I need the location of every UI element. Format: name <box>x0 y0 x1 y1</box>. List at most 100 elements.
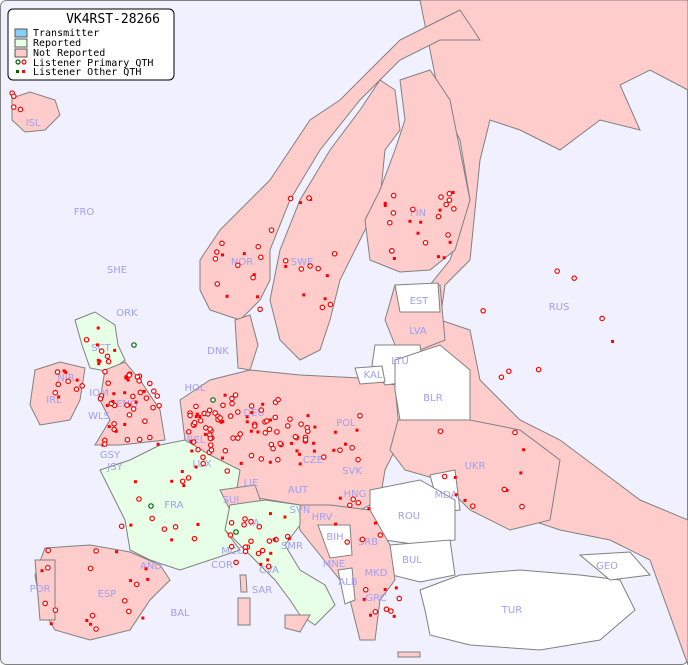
listener-other-qth-marker[interactable] <box>182 484 186 488</box>
listener-other-qth-marker[interactable] <box>221 419 225 423</box>
listener-other-qth-marker[interactable] <box>338 496 342 500</box>
listener-primary-qth-marker[interactable] <box>235 409 241 415</box>
listener-primary-qth-marker[interactable] <box>571 275 578 281</box>
listener-primary-qth-marker[interactable] <box>362 586 369 593</box>
listener-other-qth-marker[interactable] <box>105 404 109 408</box>
listener-other-qth-marker[interactable] <box>256 295 260 299</box>
listener-other-qth-marker[interactable] <box>249 429 253 433</box>
listener-primary-qth-marker[interactable] <box>134 374 141 380</box>
listener-primary-qth-marker[interactable] <box>235 435 241 441</box>
listener-primary-qth-marker[interactable] <box>337 447 343 454</box>
listener-other-qth-marker[interactable] <box>124 375 128 379</box>
listener-primary-qth-marker[interactable] <box>17 106 24 113</box>
listener-primary-qth-marker[interactable] <box>349 444 355 451</box>
listener-primary-qth-marker[interactable] <box>42 600 48 607</box>
listener-primary-qth-marker[interactable] <box>185 429 192 435</box>
listener-other-qth-marker[interactable] <box>451 190 455 194</box>
listener-other-qth-marker[interactable] <box>196 522 200 526</box>
listener-other-qth-marker[interactable] <box>113 348 117 352</box>
listener-other-qth-marker[interactable] <box>312 441 316 445</box>
listener-other-qth-marker[interactable] <box>367 507 371 511</box>
listener-other-qth-marker[interactable] <box>259 562 263 566</box>
listener-primary-qth-marker[interactable] <box>207 442 214 448</box>
listener-other-qth-marker[interactable] <box>170 479 174 483</box>
listener-primary-qth-marker[interactable] <box>54 369 61 375</box>
listener-other-qth-marker[interactable] <box>126 378 130 382</box>
listener-primary-qth-marker[interactable] <box>355 499 362 506</box>
listener-other-qth-marker[interactable] <box>225 294 229 298</box>
listener-primary-qth-marker[interactable] <box>156 402 162 409</box>
country-bulgaria[interactable] <box>389 539 456 583</box>
listener-other-qth-marker[interactable] <box>180 469 184 473</box>
listener-primary-qth-marker[interactable] <box>304 428 311 435</box>
listener-primary-qth-marker[interactable] <box>274 429 280 435</box>
listener-other-qth-marker[interactable] <box>242 252 246 256</box>
listener-primary-qth-marker[interactable] <box>79 383 85 389</box>
listener-primary-qth-marker[interactable] <box>270 445 276 452</box>
listener-other-qth-marker[interactable] <box>107 425 111 429</box>
listener-primary-qth-marker[interactable] <box>150 404 156 411</box>
listener-primary-qth-marker[interactable] <box>133 581 140 588</box>
listener-primary-qth-marker[interactable] <box>519 503 525 510</box>
country-georgia[interactable] <box>578 551 651 581</box>
listener-primary-qth-marker[interactable] <box>357 412 363 419</box>
listener-primary-qth-marker[interactable] <box>355 456 361 463</box>
listener-primary-qth-marker[interactable] <box>241 521 247 528</box>
listener-primary-qth-marker[interactable] <box>498 374 505 380</box>
listener-primary-qth-marker[interactable] <box>93 548 99 554</box>
listener-other-qth-marker[interactable] <box>298 201 302 205</box>
listener-other-qth-marker[interactable] <box>129 523 133 527</box>
listener-other-qth-marker[interactable] <box>133 480 137 484</box>
listener-other-qth-marker[interactable] <box>97 362 101 366</box>
listener-other-qth-marker[interactable] <box>62 369 66 373</box>
listener-primary-qth-marker[interactable] <box>235 262 241 269</box>
listener-primary-qth-marker[interactable] <box>102 368 108 375</box>
listener-other-qth-marker[interactable] <box>156 442 160 446</box>
listener-other-qth-marker[interactable] <box>268 512 272 516</box>
listener-primary-qth-marker[interactable] <box>130 406 137 412</box>
listener-primary-qth-marker[interactable] <box>272 414 279 421</box>
listener-primary-qth-marker[interactable] <box>298 421 304 427</box>
country-norway[interactable] <box>199 9 481 321</box>
listener-primary-qth-marker[interactable] <box>45 547 51 554</box>
listener-other-qth-marker[interactable] <box>57 395 61 399</box>
listener-other-qth-marker[interactable] <box>392 256 396 260</box>
listener-primary-qth-marker[interactable] <box>65 378 71 385</box>
listener-other-qth-marker[interactable] <box>383 203 387 207</box>
listener-other-qth-marker[interactable] <box>239 461 243 465</box>
listener-primary-qth-marker[interactable] <box>437 428 444 435</box>
listener-primary-qth-reported-marker[interactable] <box>233 529 239 535</box>
listener-other-qth-marker[interactable] <box>141 616 145 620</box>
listener-other-qth-marker[interactable] <box>344 442 348 446</box>
listener-primary-qth-marker[interactable] <box>73 386 80 392</box>
listener-primary-qth-marker[interactable] <box>229 395 235 402</box>
listener-primary-qth-marker[interactable] <box>52 389 59 396</box>
listener-other-qth-marker[interactable] <box>442 256 446 260</box>
listener-primary-qth-marker[interactable] <box>265 563 272 570</box>
country-ukraine[interactable] <box>389 419 561 531</box>
listener-primary-qth-marker[interactable] <box>422 239 429 246</box>
listener-primary-qth-marker[interactable] <box>259 547 266 554</box>
listener-primary-qth-marker[interactable] <box>161 526 168 532</box>
listener-primary-qth-marker[interactable] <box>172 524 179 530</box>
listener-primary-qth-marker[interactable] <box>233 559 239 566</box>
listener-primary-qth-marker[interactable] <box>208 447 215 453</box>
listener-other-qth-marker[interactable] <box>144 567 148 571</box>
listener-primary-qth-marker[interactable] <box>307 263 313 269</box>
listener-primary-qth-marker[interactable] <box>83 336 90 343</box>
country-bosnia[interactable] <box>317 524 353 559</box>
listener-primary-qth-marker[interactable] <box>315 265 322 272</box>
listener-other-qth-marker[interactable] <box>266 558 270 562</box>
listener-other-qth-marker[interactable] <box>256 430 260 434</box>
listener-other-qth-marker[interactable] <box>75 378 79 382</box>
listener-other-qth-marker[interactable] <box>463 498 467 502</box>
listener-primary-qth-marker[interactable] <box>93 626 99 632</box>
listener-primary-qth-marker[interactable] <box>191 419 198 426</box>
listener-other-qth-marker[interactable] <box>194 415 198 419</box>
listener-primary-qth-marker[interactable] <box>105 358 112 365</box>
listener-primary-qth-marker[interactable] <box>350 496 357 503</box>
listener-other-qth-marker[interactable] <box>96 358 100 362</box>
listener-other-qth-marker[interactable] <box>333 430 337 434</box>
listener-primary-qth-marker[interactable] <box>387 219 393 226</box>
